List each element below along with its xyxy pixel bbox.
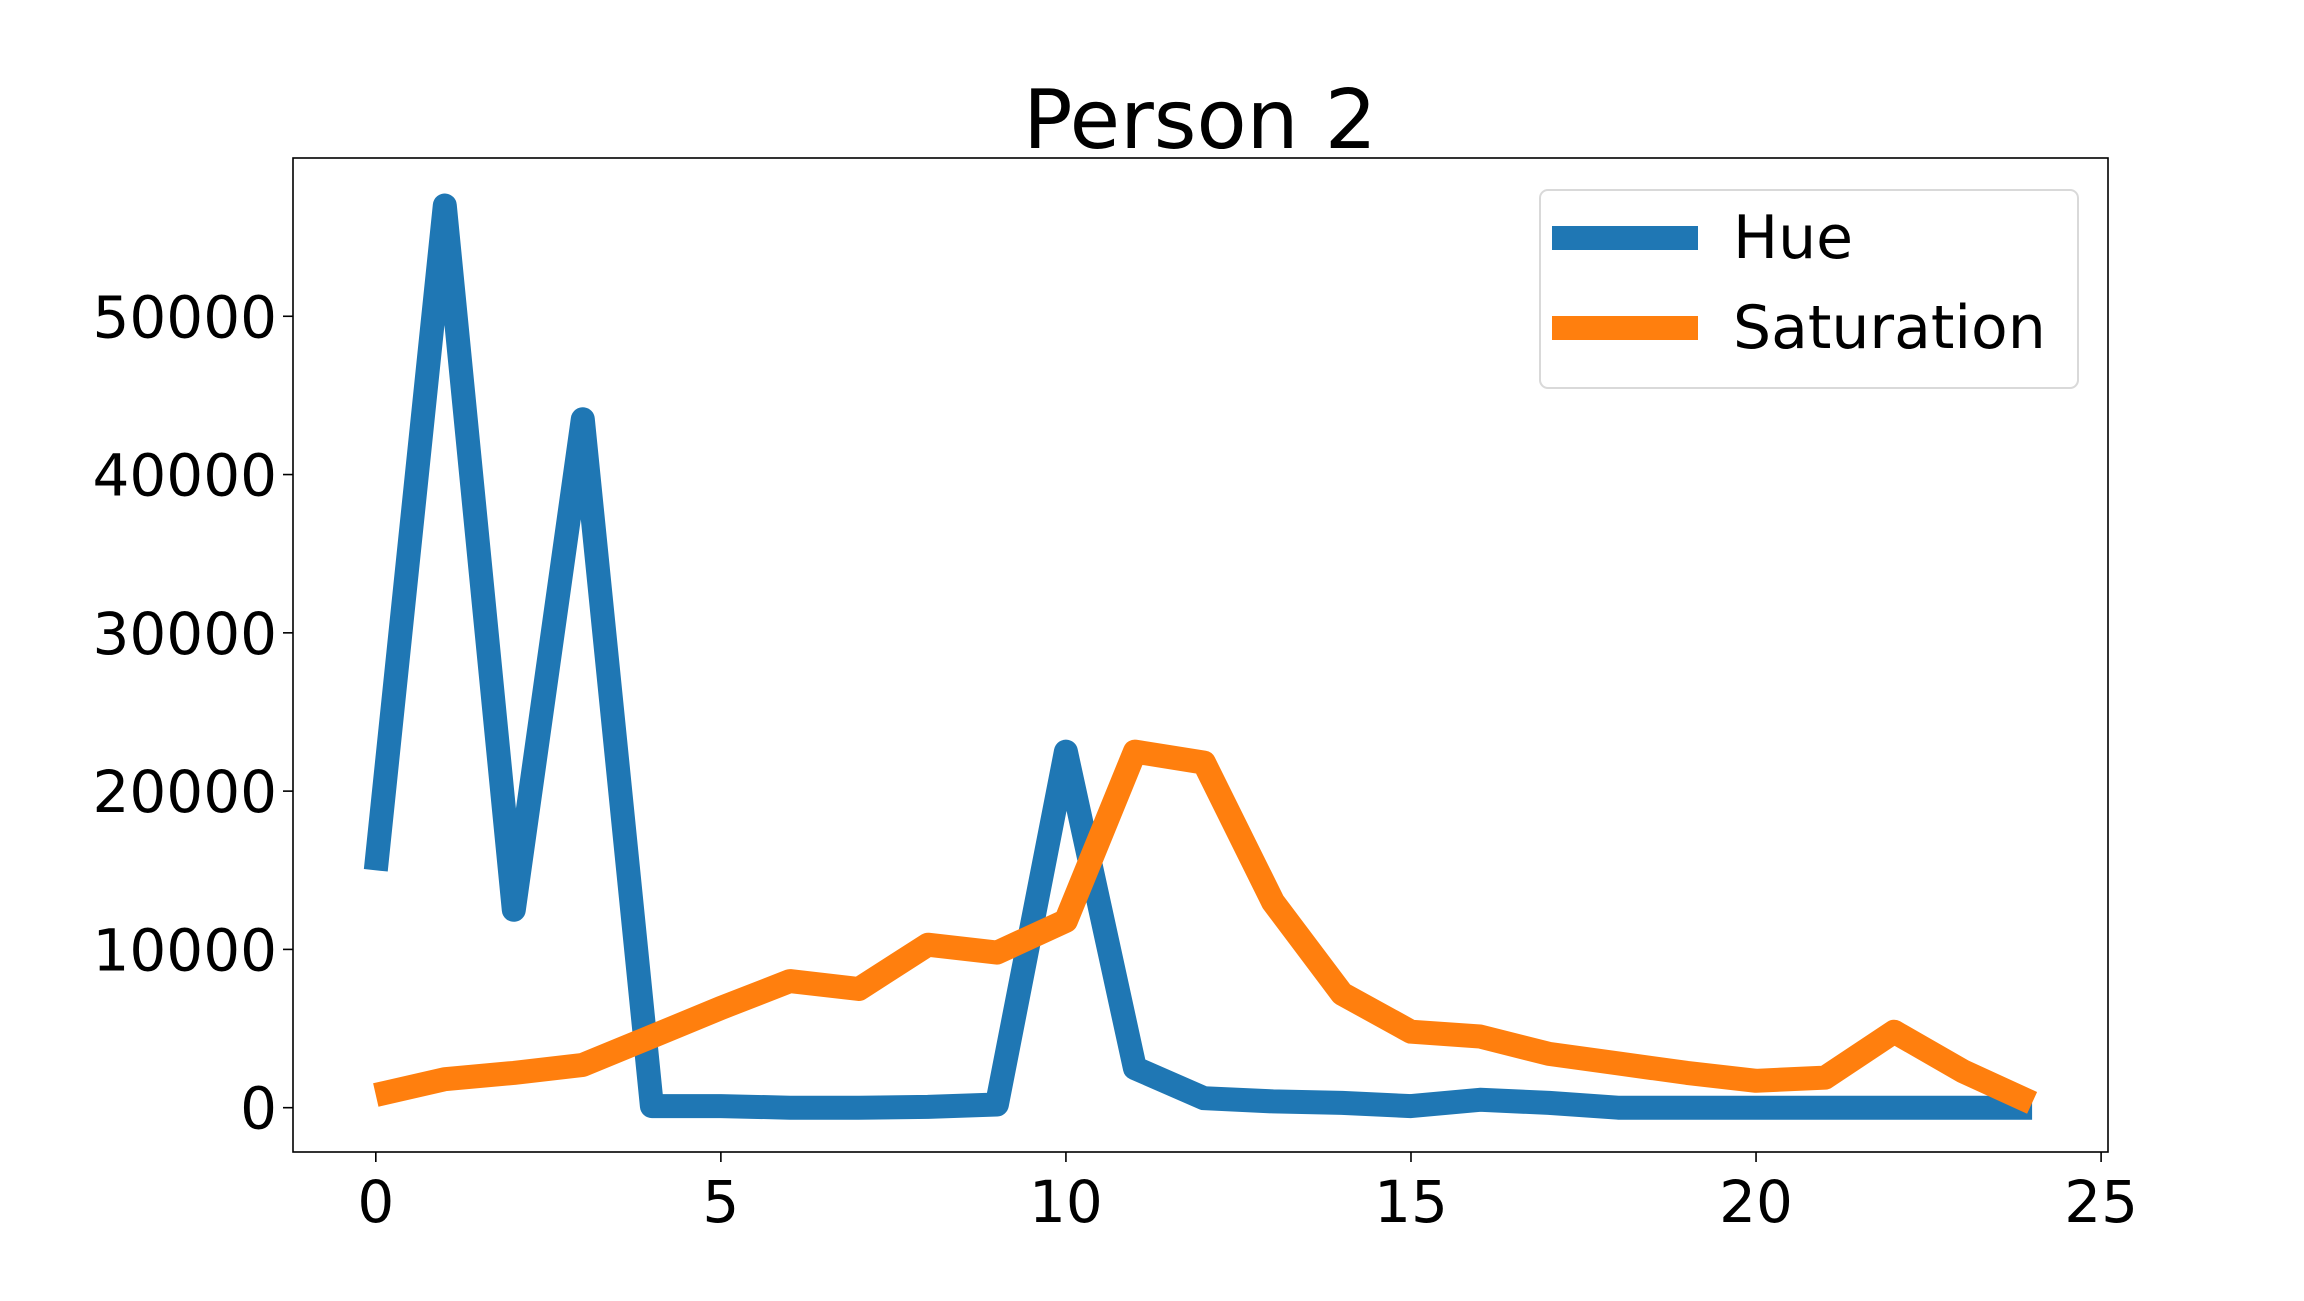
x-tick-label: 25 <box>2064 1168 2138 1236</box>
y-tick-label: 30000 <box>92 600 277 668</box>
chart-title: Person 2 <box>1023 73 1377 168</box>
legend-saturation-label: Saturation <box>1733 293 2046 363</box>
y-tick-label: 10000 <box>92 916 277 984</box>
y-tick-label: 40000 <box>92 442 277 510</box>
x-tick-label: 15 <box>1374 1168 1448 1236</box>
x-tick-label: 20 <box>1719 1168 1793 1236</box>
y-tick-label: 50000 <box>92 283 277 351</box>
x-tick-label: 0 <box>357 1168 394 1236</box>
series-line-hue <box>363 193 2033 1120</box>
plot-frame <box>292 157 2109 1153</box>
y-axis: 0 10000 20000 30000 40000 50000 <box>92 283 293 1143</box>
legend: Hue Saturation <box>1539 189 2079 389</box>
x-axis: 0 5 10 15 20 25 <box>357 1152 2138 1236</box>
x-tick-label: 5 <box>702 1168 739 1236</box>
series-layer <box>363 193 2038 1120</box>
y-tick-label: 20000 <box>92 758 277 826</box>
series-line-saturation <box>373 739 2038 1114</box>
x-tick-label: 10 <box>1029 1168 1103 1236</box>
legend-hue-label: Hue <box>1733 203 1853 273</box>
y-tick-label: 0 <box>240 1075 277 1143</box>
